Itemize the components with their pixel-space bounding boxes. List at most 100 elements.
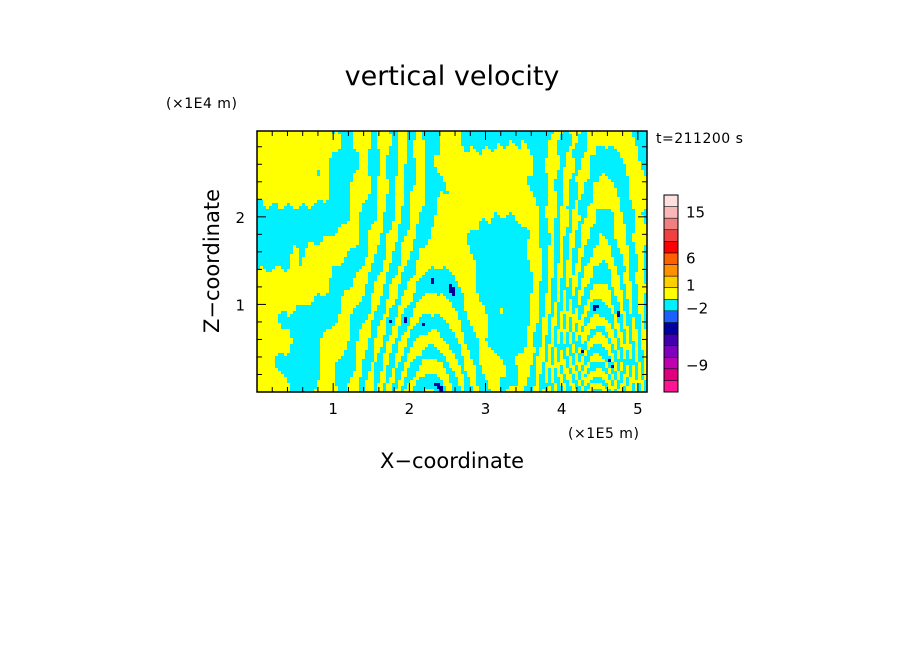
field-cell: [311, 218, 315, 222]
field-cell: [365, 164, 369, 168]
field-cell: [503, 218, 507, 222]
field-cell: [260, 155, 264, 159]
field-cell: [419, 212, 423, 216]
field-cell: [362, 191, 366, 195]
field-cell: [413, 197, 417, 201]
field-cell: [629, 173, 633, 177]
field-cell: [542, 218, 546, 222]
field-cell: [542, 200, 546, 204]
field-cell: [383, 212, 387, 216]
field-cell: [620, 200, 624, 204]
field-cell: [281, 155, 285, 159]
field-cell: [479, 218, 483, 222]
field-cell: [524, 215, 528, 219]
field-cell: [557, 161, 561, 165]
field-cell: [419, 209, 423, 213]
field-cell: [479, 185, 483, 189]
field-cell: [611, 182, 615, 186]
field-cell: [449, 203, 453, 207]
field-cell: [503, 173, 507, 177]
field-cell: [629, 188, 633, 192]
field-cell: [497, 179, 501, 183]
field-cell: [491, 152, 495, 156]
field-cell: [581, 182, 585, 186]
field-cell: [581, 134, 585, 138]
field-cell: [554, 164, 558, 168]
field-cell: [275, 134, 279, 138]
field-cell: [440, 164, 444, 168]
field-cell: [557, 179, 561, 183]
field-cell: [425, 161, 429, 165]
field-cell: [275, 218, 279, 222]
field-cell: [473, 167, 477, 171]
field-cell: [317, 131, 321, 135]
field-cell: [644, 191, 647, 195]
field-cell: [455, 170, 459, 174]
field-cell: [419, 188, 423, 192]
field-cell: [467, 185, 471, 189]
field-cell: [602, 203, 606, 207]
field-cell: [290, 167, 294, 171]
field-cell: [305, 158, 309, 162]
field-cell: [623, 146, 627, 150]
field-cell: [512, 218, 516, 222]
field-cell: [530, 194, 534, 198]
field-cell: [401, 215, 405, 219]
field-cell: [572, 170, 576, 174]
field-cell: [605, 203, 609, 207]
field-cell: [509, 143, 513, 147]
field-cell: [464, 170, 468, 174]
field-cell: [383, 155, 387, 159]
field-cell: [329, 194, 333, 198]
field-cell: [494, 176, 498, 180]
field-cell: [446, 152, 450, 156]
field-cell: [485, 170, 489, 174]
field-cell: [263, 155, 267, 159]
field-cell: [560, 164, 564, 168]
field-cell: [452, 176, 456, 180]
field-cell: [455, 218, 459, 222]
field-cell: [476, 206, 480, 210]
field-cell: [386, 194, 390, 198]
field-cell: [575, 218, 579, 222]
field-cell: [449, 167, 453, 171]
field-cell: [440, 197, 444, 201]
field-cell: [296, 137, 300, 141]
field-cell: [413, 176, 417, 180]
field-cell: [632, 152, 636, 156]
field-cell: [455, 131, 459, 135]
field-cell: [476, 161, 480, 165]
field-cell: [575, 191, 579, 195]
field-cell: [281, 209, 285, 213]
field-cell: [392, 152, 396, 156]
field-cell: [350, 221, 354, 225]
field-cell: [365, 146, 369, 150]
field-cell: [587, 143, 591, 147]
field-cell: [566, 173, 570, 177]
field-cell: [350, 215, 354, 219]
field-cell: [632, 191, 636, 195]
field-cell: [332, 194, 336, 198]
field-cell: [335, 179, 339, 183]
field-cell: [566, 176, 570, 180]
field-cell: [578, 161, 582, 165]
field-cell: [386, 221, 390, 225]
field-cell: [623, 140, 627, 144]
field-cell: [326, 167, 330, 171]
field-cell: [392, 149, 396, 153]
field-cell: [455, 221, 459, 225]
field-cell: [527, 149, 531, 153]
field-cell: [458, 164, 462, 168]
field-cell: [275, 197, 279, 201]
field-cell: [635, 221, 639, 225]
field-cell: [608, 137, 612, 141]
field-cell: [335, 221, 339, 225]
field-cell: [476, 176, 480, 180]
field-cell: [398, 140, 402, 144]
field-cell: [332, 164, 336, 168]
field-cell: [629, 134, 633, 138]
field-cell: [335, 134, 339, 138]
field-cell: [422, 158, 426, 162]
field-cell: [332, 185, 336, 189]
field-cell: [323, 137, 327, 141]
